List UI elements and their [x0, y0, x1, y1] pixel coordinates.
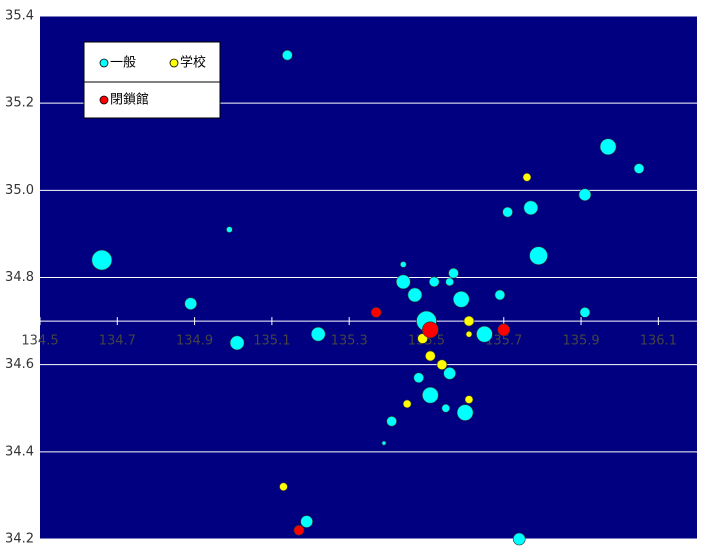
y-tick-label: 34.2 [5, 532, 34, 547]
x-tick-label: 135.7 [485, 334, 522, 349]
y-tick-label: 34.8 [5, 270, 34, 285]
bubble [402, 399, 412, 409]
bubble [497, 323, 511, 337]
legend [83, 41, 221, 119]
bubble [476, 325, 493, 343]
bubble [407, 287, 423, 303]
bubble [464, 395, 474, 404]
legend-label: 閉鎖館 [110, 92, 149, 108]
bubble [436, 359, 448, 370]
bubble [512, 532, 526, 546]
bubble [300, 515, 313, 528]
bubble [445, 277, 454, 287]
x-tick-label: 136.1 [640, 334, 677, 349]
bubble [395, 274, 411, 290]
bubble [502, 206, 513, 218]
bubble [452, 290, 470, 308]
bubble [91, 249, 113, 271]
y-tick-label: 35.0 [5, 183, 34, 198]
bubble [463, 315, 475, 327]
bubble [413, 372, 425, 384]
bubble [229, 335, 245, 351]
bubble [422, 321, 439, 339]
bubble [425, 350, 436, 362]
y-tick-label: 34.4 [5, 444, 34, 459]
x-tick-label: 135.9 [562, 334, 599, 349]
x-tick-label: 134.7 [99, 334, 136, 349]
bubble [448, 267, 459, 279]
bubble [522, 172, 532, 182]
bubble [443, 367, 456, 380]
bubble [465, 330, 473, 338]
legend-marker [99, 95, 109, 105]
bubble [578, 188, 592, 201]
bubble [310, 326, 326, 342]
legend-label: 学校 [180, 55, 206, 71]
bubble [599, 138, 617, 156]
bubble [399, 261, 407, 268]
bubble [386, 416, 397, 427]
bubble [226, 226, 233, 233]
x-tick-label: 135.3 [331, 334, 368, 349]
y-tick-label: 35.2 [5, 96, 34, 111]
bubble [441, 403, 451, 413]
bubble [633, 163, 645, 174]
bubble [282, 49, 293, 61]
bubble [579, 307, 591, 318]
legend-marker [169, 58, 179, 68]
bubble [381, 440, 387, 446]
bubble [529, 246, 548, 266]
y-tick-label: 35.4 [5, 9, 34, 24]
legend-label: 一般 [110, 55, 136, 71]
bubble [422, 386, 439, 404]
x-tick-label: 134.5 [21, 334, 58, 349]
bubble [184, 297, 198, 310]
x-tick-label: 134.9 [176, 334, 213, 349]
y-tick-label: 34.6 [5, 357, 34, 372]
legend-marker [99, 58, 109, 68]
bubble [279, 482, 288, 492]
bubble [293, 524, 305, 536]
bubble [456, 404, 474, 421]
bubble [523, 200, 539, 216]
bubble [370, 307, 382, 318]
x-tick-label: 135.1 [253, 334, 290, 349]
bubble [494, 289, 506, 301]
bubble [428, 276, 440, 288]
